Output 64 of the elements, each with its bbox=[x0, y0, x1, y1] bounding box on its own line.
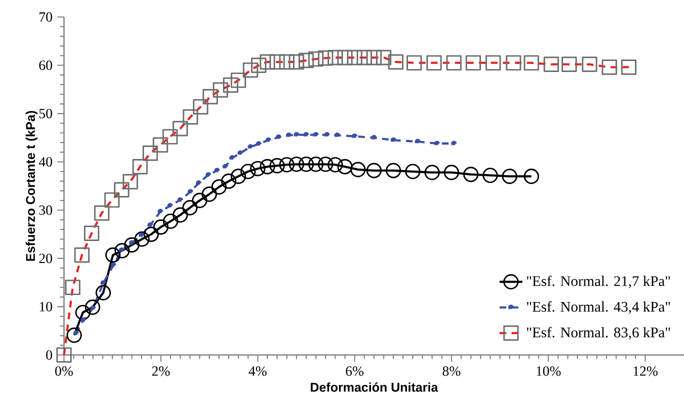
y-tick-label: 20 bbox=[39, 254, 52, 264]
point bbox=[424, 164, 440, 180]
point bbox=[366, 162, 382, 178]
y-tick-label: 60 bbox=[39, 60, 52, 70]
point bbox=[66, 328, 82, 343]
point bbox=[182, 200, 198, 216]
y-tick-label: 30 bbox=[39, 205, 52, 215]
point bbox=[202, 186, 217, 202]
x-tick-label: 8% bbox=[442, 366, 460, 376]
point bbox=[134, 231, 150, 247]
point bbox=[84, 300, 100, 315]
point bbox=[269, 158, 285, 174]
x-axis-title: Deformación Unitaria bbox=[310, 382, 438, 392]
point bbox=[318, 156, 334, 172]
point bbox=[230, 168, 246, 184]
point bbox=[124, 237, 140, 253]
point bbox=[96, 285, 111, 300]
point bbox=[153, 219, 169, 235]
y-axis-title: Esfuerzo Cortante t (kPa) bbox=[26, 110, 38, 261]
point bbox=[221, 173, 236, 189]
point bbox=[250, 160, 266, 176]
point bbox=[350, 162, 366, 178]
x-tick-label: 12% bbox=[634, 366, 658, 376]
legend-label: "Esf. Normal. 83,6 kPa" bbox=[527, 326, 670, 340]
x-tick-label: 2% bbox=[152, 366, 170, 376]
legend-label: "Esf. Normal. 21,7 kPa" bbox=[527, 276, 670, 288]
x-tick-label: 4% bbox=[248, 366, 267, 376]
point bbox=[482, 168, 498, 184]
x-tick-label: 0% bbox=[55, 366, 73, 376]
point bbox=[105, 247, 121, 263]
x-tick-label: 10% bbox=[536, 366, 561, 376]
point bbox=[328, 157, 343, 172]
point bbox=[75, 304, 91, 320]
point bbox=[298, 156, 314, 172]
point bbox=[192, 192, 208, 208]
point bbox=[390, 137, 396, 143]
point bbox=[144, 226, 159, 242]
point bbox=[386, 162, 402, 178]
point bbox=[444, 164, 460, 180]
legend-label: "Esf. Normal. 43,4 kPa" bbox=[527, 301, 670, 314]
y-tick-label: 40 bbox=[38, 157, 52, 167]
point bbox=[288, 156, 304, 172]
point bbox=[260, 159, 276, 174]
point bbox=[414, 138, 420, 144]
y-tick-label: 70 bbox=[40, 12, 52, 22]
point bbox=[238, 150, 244, 156]
point bbox=[405, 164, 420, 180]
point bbox=[162, 214, 178, 229]
point bbox=[463, 166, 479, 182]
point bbox=[524, 168, 540, 184]
y-tick-label: 0 bbox=[46, 350, 52, 360]
point bbox=[337, 159, 353, 174]
point bbox=[222, 164, 228, 170]
point bbox=[114, 243, 130, 258]
point bbox=[308, 156, 324, 172]
point bbox=[172, 207, 188, 223]
y-tick-label: 50 bbox=[39, 108, 52, 118]
point bbox=[240, 164, 256, 180]
point bbox=[279, 157, 294, 172]
point bbox=[502, 168, 518, 184]
point bbox=[211, 179, 227, 195]
x-tick-label: 6% bbox=[346, 366, 364, 376]
point bbox=[266, 137, 272, 143]
y-tick-label: 10 bbox=[40, 302, 52, 312]
